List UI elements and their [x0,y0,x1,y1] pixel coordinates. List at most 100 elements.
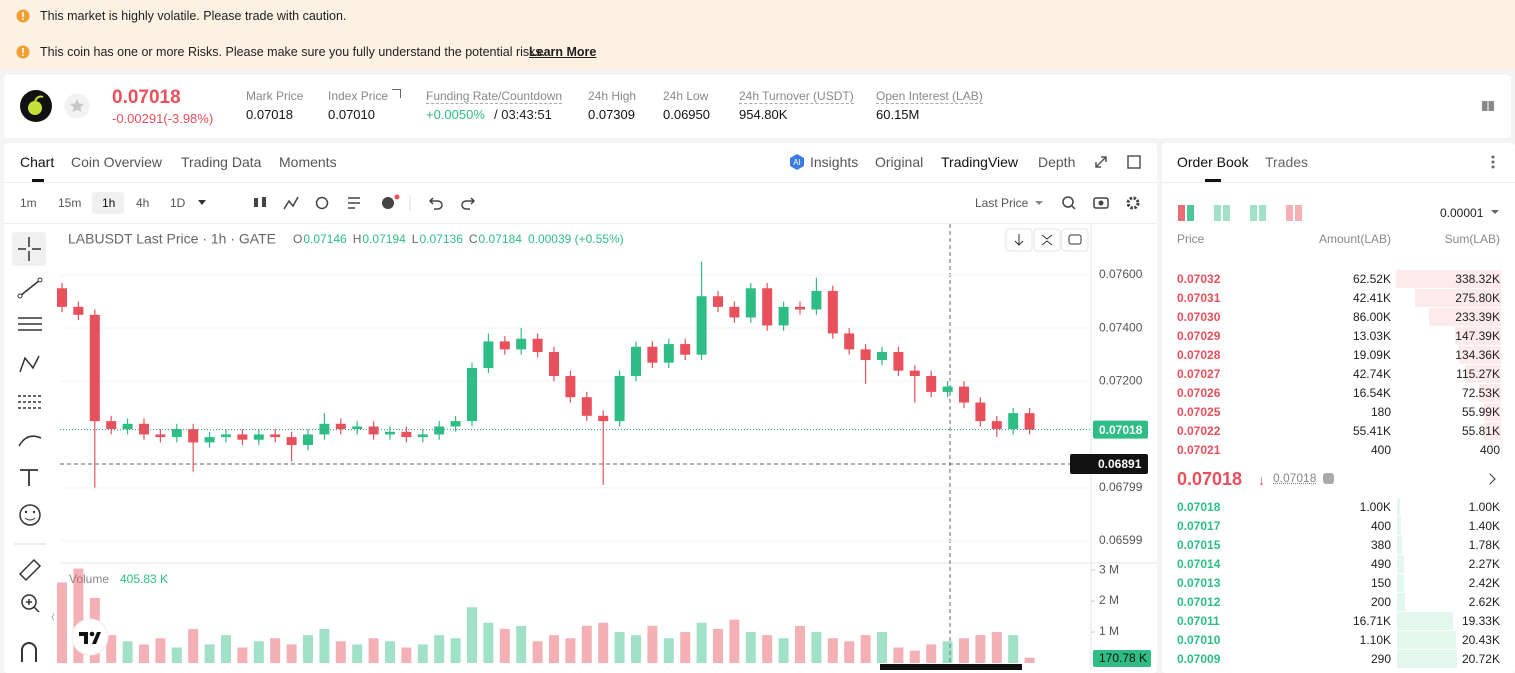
candle-body [57,288,67,307]
interval-button[interactable]: 1D [170,196,185,210]
view-tab[interactable]: TradingView [941,154,1018,170]
volume-bar [516,626,526,663]
depth-bar [1397,498,1400,516]
order-book-tab[interactable]: Trades [1265,154,1308,170]
learn-more-link[interactable]: Learn More [529,45,596,59]
volume-bar [188,629,198,663]
depth-bar [1397,517,1401,535]
volume-bar [926,644,936,663]
candle-body [598,416,608,421]
legend-value: 0.07194 [362,232,406,246]
stat-value: 60.15M [876,107,919,122]
stat-label: Funding Rate/Countdown [426,89,562,104]
book-icon[interactable] [1480,98,1496,114]
volume-tick-label: 3 M [1099,562,1119,576]
book-layout-button[interactable] [1250,205,1266,221]
volume-bar [418,644,428,663]
book-layout-button[interactable] [1286,205,1302,221]
y-tick-label: 0.07600 [1099,267,1143,281]
order-sum: 55.99K [1462,405,1500,419]
chart-title: LABUSDT Last Price · 1h · GATE [68,231,276,247]
tradingview-logo[interactable] [70,617,110,657]
view-tab[interactable]: Insights [810,154,858,170]
candle-body [1025,413,1035,429]
svg-text:AI: AI [793,158,801,167]
candle-body [270,434,280,437]
chart-tab[interactable]: Coin Overview [71,154,162,170]
volume-bar [893,648,903,663]
caret[interactable] [1034,199,1044,207]
order-sum: 134.36K [1455,348,1500,362]
chart-tab[interactable]: Trading Data [181,154,261,170]
interval-button[interactable]: 4h [136,196,149,210]
candle-body [237,434,247,439]
order-price: 0.07029 [1177,329,1220,343]
interval-button[interactable]: 1m [20,196,37,210]
candle-body [205,437,215,442]
order-amount: 42.41K [1353,291,1391,305]
book-layout-button[interactable] [1214,205,1230,221]
chart-tab[interactable]: Chart [20,154,54,170]
legend-key: C [469,232,478,246]
candle-body [582,397,592,416]
volume-bar [861,635,871,663]
caret[interactable] [196,199,208,207]
volume-bar [1025,658,1035,663]
order-price: 0.07018 [1177,500,1220,514]
expand-icon[interactable] [1094,155,1108,169]
volume-bar [451,638,461,663]
candle-body [500,341,510,349]
interval-button[interactable]: 15m [58,196,81,210]
price-source-select[interactable]: Last Price [975,196,1028,210]
volume-bar [287,644,297,663]
interval-button[interactable]: 1h [102,196,115,210]
candle-body [746,288,756,317]
order-book-tab[interactable]: Order Book [1177,154,1249,170]
stat-value: +0.0050% [426,107,485,122]
chart-tab[interactable]: Moments [279,154,337,170]
book-layout-button[interactable] [1178,205,1194,221]
candle-body [943,387,953,392]
window-icon[interactable] [1127,155,1141,169]
mark-price: 0.07018 [1273,471,1316,485]
volume-bar [549,635,559,663]
order-price: 0.07031 [1177,291,1220,305]
y-tick-label: 0.07200 [1099,373,1143,387]
order-sum: 233.39K [1455,310,1500,324]
tick-size-select[interactable]: 0.00001 [1440,206,1483,220]
volume-bar [303,635,313,663]
legend-change: 0.00039 (+0.55%) [528,232,624,246]
last-price: 0.07018 [112,87,181,109]
chart-overlay-buttons[interactable] [1006,229,1088,251]
order-price: 0.07017 [1177,519,1220,533]
order-sum: 20.72K [1462,652,1500,666]
order-sum: 2.42K [1469,576,1500,590]
more-icon[interactable] [1486,154,1500,170]
volume-bar [697,623,707,663]
time-tag [880,664,1022,670]
coin-logo [20,90,52,122]
stat-countdown: / 03:43:51 [494,107,552,122]
volume-bar [828,638,838,663]
order-price: 0.07032 [1177,272,1220,286]
volume-bar [533,641,543,663]
volume-bar [598,623,608,663]
view-tab[interactable]: Depth [1038,154,1075,170]
stat-value: 0.07018 [246,107,293,122]
divider [1162,182,1515,183]
depth-bar [1397,574,1404,592]
view-tab[interactable]: Original [875,154,923,170]
volume-bar [943,641,953,663]
order-sum: 72.53K [1462,386,1500,400]
external-icon [392,89,401,98]
candle-body [697,296,707,354]
favorite-button[interactable] [64,93,90,119]
candle-body [779,307,789,326]
candle-body [188,429,198,442]
order-price: 0.07010 [1177,633,1220,647]
order-price: 0.07015 [1177,538,1220,552]
volume-bar [795,626,805,663]
chart-actions[interactable] [1060,194,1145,212]
volume-bar [565,638,575,663]
